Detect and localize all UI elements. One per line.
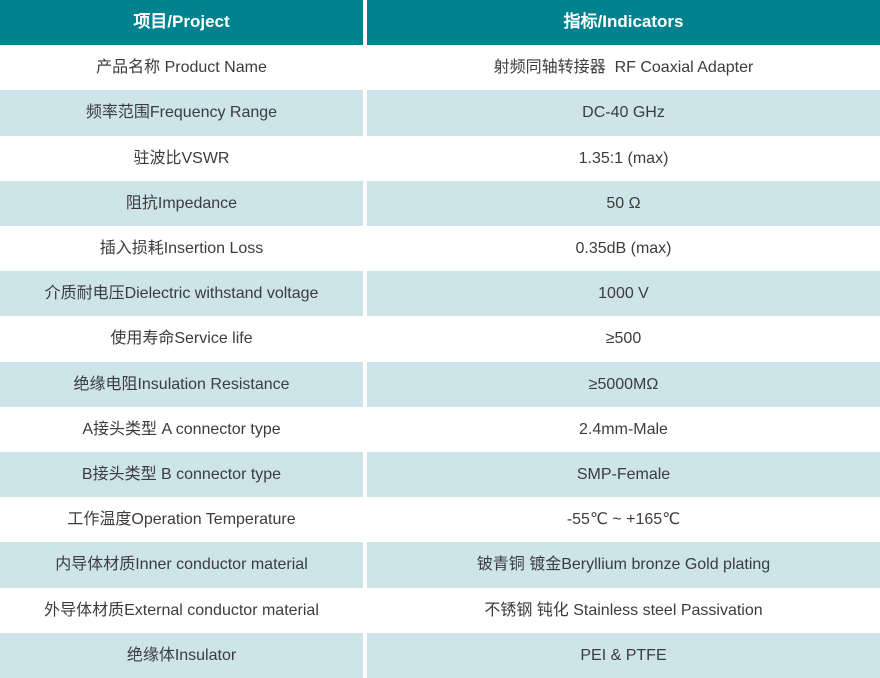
indicator-cell: ≥500 <box>605 330 642 348</box>
project-cell: A接头类型 A connector type <box>82 420 281 438</box>
table-header-row: 项目/Project 指标/Indicators <box>0 0 880 46</box>
table-row-service-life: 使用寿命Service life ≥500 <box>0 316 880 361</box>
project-cell: 阻抗Impedance <box>0 180 363 227</box>
table-row-inner-conductor-material: 内导体材质Inner conductor material 铍青铜 镀金Bery… <box>0 542 880 588</box>
table-row-b-connector-type: B接头类型 B connector type SMP-Female <box>0 452 880 498</box>
project-cell: 内导体材质Inner conductor material <box>0 542 363 588</box>
project-cell: 工作温度Operation Temperature <box>67 511 296 529</box>
indicator-cell: 2.4mm-Male <box>579 420 668 438</box>
table-row-impedance: 阻抗Impedance 50 Ω <box>0 180 880 227</box>
table-row-dielectric-voltage: 介质耐电压Dielectric withstand voltage 1000 V <box>0 271 880 317</box>
indicators-column-header: 指标/Indicators <box>367 0 880 46</box>
project-column-header: 项目/Project <box>0 0 363 46</box>
project-cell: 产品名称 Product Name <box>96 59 267 77</box>
table-row-operation-temperature: 工作温度Operation Temperature -55℃ ~ +165℃ <box>0 497 880 542</box>
table-row-insulation-resistance: 绝缘电阻Insulation Resistance ≥5000MΩ <box>0 361 880 407</box>
project-cell: 绝缘电阻Insulation Resistance <box>0 361 363 407</box>
indicator-cell: ≥5000MΩ <box>367 361 880 407</box>
project-cell: 外导体材质External conductor material <box>44 601 319 619</box>
project-cell: 插入损耗Insertion Loss <box>99 240 264 258</box>
indicator-cell: 不锈钢 钝化 Stainless steel Passivation <box>484 601 763 619</box>
table-row-external-conductor-material: 外导体材质External conductor material 不锈钢 钝化 … <box>0 588 880 633</box>
project-cell: 使用寿命Service life <box>110 330 253 348</box>
table-row-frequency-range: 频率范围Frequency Range DC-40 GHz <box>0 90 880 136</box>
indicator-cell: PEI & PTFE <box>367 632 880 678</box>
indicator-cell: 1.35:1 (max) <box>578 149 669 167</box>
indicator-cell: 50 Ω <box>367 180 880 227</box>
project-cell: 绝缘体Insulator <box>0 632 363 678</box>
project-cell: 介质耐电压Dielectric withstand voltage <box>0 271 363 317</box>
table-row-a-connector-type: A接头类型 A connector type 2.4mm-Male <box>0 407 880 452</box>
indicator-cell: 射频同轴转接器 RF Coaxial Adapter <box>493 59 754 77</box>
indicator-cell: 1000 V <box>367 271 880 317</box>
table-row-product-name: 产品名称 Product Name 射频同轴转接器 RF Coaxial Ada… <box>0 45 880 90</box>
indicator-cell: -55℃ ~ +165℃ <box>566 511 681 529</box>
indicator-cell: SMP-Female <box>367 452 880 498</box>
project-cell: 频率范围Frequency Range <box>0 90 363 136</box>
table-row-insertion-loss: 插入损耗Insertion Loss 0.35dB (max) <box>0 226 880 271</box>
table-row-vswr: 驻波比VSWR 1.35:1 (max) <box>0 136 880 181</box>
indicator-cell: DC-40 GHz <box>367 90 880 136</box>
project-cell: B接头类型 B connector type <box>0 452 363 498</box>
table-row-insulator: 绝缘体Insulator PEI & PTFE <box>0 632 880 678</box>
indicator-cell: 铍青铜 镀金Beryllium bronze Gold plating <box>367 542 880 588</box>
indicator-cell: 0.35dB (max) <box>575 240 672 258</box>
project-cell: 驻波比VSWR <box>133 149 230 167</box>
